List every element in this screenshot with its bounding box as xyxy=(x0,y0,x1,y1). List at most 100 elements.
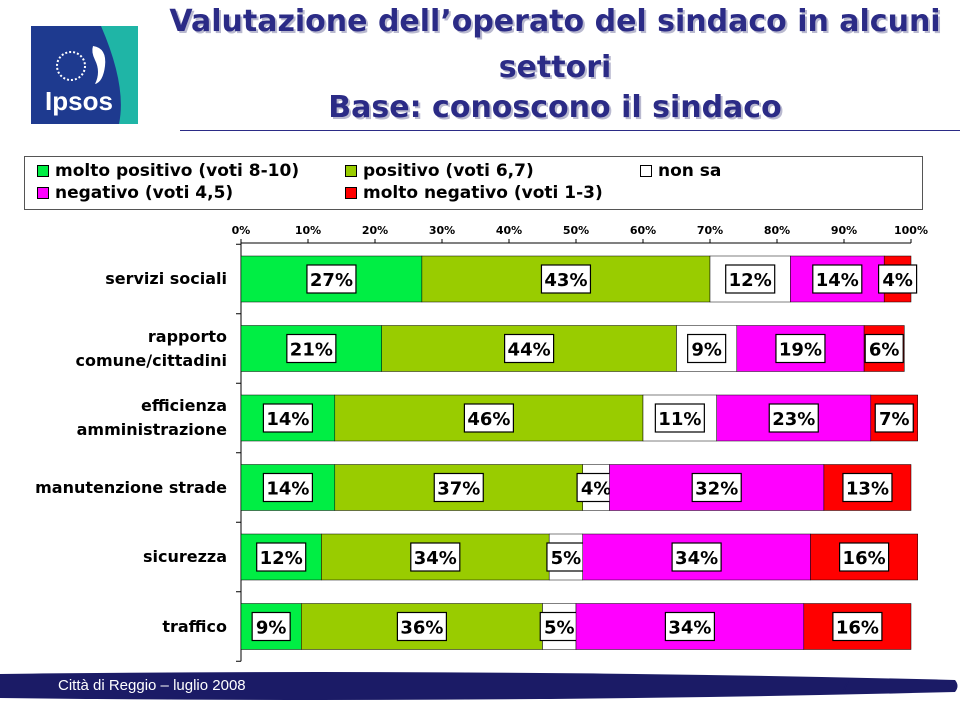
data-label-box xyxy=(262,472,313,503)
data-label: 37% xyxy=(437,479,480,500)
data-label: 14% xyxy=(816,270,859,291)
data-label-box xyxy=(864,333,904,364)
data-label-box xyxy=(433,472,484,503)
logo-text: Ipsos xyxy=(45,86,113,116)
legend-swatch xyxy=(345,165,357,177)
data-label-box xyxy=(286,333,337,364)
title-divider xyxy=(180,130,960,131)
legend-swatch xyxy=(37,187,49,199)
data-label-box xyxy=(256,542,307,572)
data-label: 36% xyxy=(400,618,443,639)
data-label: 34% xyxy=(668,618,711,639)
page-subtitle: Base: conoscono il sindaco xyxy=(328,90,782,125)
category-label: manutenzione strade xyxy=(35,477,227,497)
data-label-box xyxy=(671,542,722,572)
data-label: 9% xyxy=(691,340,722,361)
data-label: 27% xyxy=(310,270,353,291)
data-label-box xyxy=(539,611,579,642)
stacked-bar-chart: 0% 10% 20% 30% 40% 50% 60% 70% 80% 90% 100% 27% 43% 1… xyxy=(232,224,928,662)
data-label: 16% xyxy=(843,548,886,569)
data-label-box xyxy=(306,264,357,294)
data-label: 5% xyxy=(551,548,582,569)
legend-swatch xyxy=(640,165,652,177)
data-label-box xyxy=(687,333,727,364)
x-tick-label: 40% xyxy=(496,224,522,237)
legend-label: negativo (voti 4,5) xyxy=(55,183,234,203)
page-title-line2: settori xyxy=(498,50,612,85)
data-label: 32% xyxy=(695,479,738,500)
data-label-box xyxy=(832,611,883,642)
data-label-box xyxy=(691,472,742,503)
data-label-box xyxy=(504,333,555,364)
data-label: 6% xyxy=(869,340,900,361)
data-label: 43% xyxy=(544,270,587,291)
footer-text: Città di Reggio – luglio 2008 xyxy=(58,677,246,694)
data-label-box xyxy=(877,264,918,294)
data-label-box xyxy=(874,403,914,433)
x-tick-label: 90% xyxy=(831,224,857,237)
data-label: 46% xyxy=(467,409,510,430)
data-label: 13% xyxy=(846,479,889,500)
category-label: sicurezza xyxy=(142,547,227,566)
x-tick-label: 80% xyxy=(764,224,790,237)
page-title-line1: Valutazione dell’operato del sindaco in … xyxy=(169,4,941,39)
legend-swatch xyxy=(37,165,49,177)
legend-item: positivo (voti 6,7) xyxy=(345,161,534,181)
data-label-box xyxy=(463,403,514,433)
data-label: 34% xyxy=(414,548,457,569)
x-tick-label: 0% xyxy=(232,224,251,237)
data-label-box xyxy=(251,611,291,642)
x-tick-label: 20% xyxy=(362,224,388,237)
data-label: 11% xyxy=(658,409,701,430)
x-tick-label: 30% xyxy=(429,224,455,237)
legend-label: molto positivo (voti 8-10) xyxy=(55,161,300,181)
legend-item: molto positivo (voti 8-10) xyxy=(37,161,299,181)
data-label-box xyxy=(540,264,592,294)
data-label-box xyxy=(410,542,461,572)
category-label: efficienza xyxy=(140,396,227,415)
data-label: 7% xyxy=(879,409,910,430)
data-label-box xyxy=(838,542,890,572)
category-label: amministrazione xyxy=(76,420,227,439)
footer-bar xyxy=(0,672,958,700)
x-tick-label: 70% xyxy=(697,224,723,237)
data-label: 12% xyxy=(260,548,303,569)
data-label-box xyxy=(842,472,893,503)
data-label-box xyxy=(725,264,776,294)
page-number: 7 xyxy=(842,678,850,693)
x-tick-label: 50% xyxy=(563,224,589,237)
data-label: 4% xyxy=(882,270,913,291)
legend-item: molto negativo (voti 1-3) xyxy=(345,183,603,203)
legend-swatch xyxy=(345,187,357,199)
data-label: 23% xyxy=(772,409,815,430)
data-label: 34% xyxy=(675,548,718,569)
data-label: 14% xyxy=(266,479,309,500)
data-label-box xyxy=(396,611,447,642)
data-label: 12% xyxy=(729,270,772,291)
legend-item: non sa xyxy=(640,161,721,181)
bar-segment xyxy=(240,603,302,650)
bar-segment xyxy=(575,603,805,650)
data-label-box xyxy=(654,403,705,433)
data-label: 19% xyxy=(779,340,822,361)
data-label-box xyxy=(812,264,863,294)
data-label-box xyxy=(768,403,819,433)
legend-label: positivo (voti 6,7) xyxy=(363,161,534,181)
category-label: comune/cittadini xyxy=(75,350,228,370)
data-label: 44% xyxy=(508,340,551,361)
legend-item: negativo (voti 4,5) xyxy=(37,183,233,203)
data-label-box xyxy=(664,611,716,642)
data-label: 4% xyxy=(581,479,612,500)
data-label: 5% xyxy=(544,618,575,639)
x-tick-label: 60% xyxy=(630,224,656,237)
legend-label: molto negativo (voti 1-3) xyxy=(363,183,603,203)
category-label: rapporto xyxy=(147,326,227,346)
data-label: 21% xyxy=(290,340,333,361)
data-label: 16% xyxy=(836,618,879,639)
ipsos-logo: Ipsos xyxy=(31,26,138,124)
category-label: traffico xyxy=(162,616,227,636)
chart-legend: molto positivo (voti 8-10) positivo (voti… xyxy=(24,156,923,210)
data-label-box xyxy=(775,333,826,364)
category-label: servizi sociali xyxy=(105,269,227,288)
data-label-box xyxy=(262,403,313,433)
